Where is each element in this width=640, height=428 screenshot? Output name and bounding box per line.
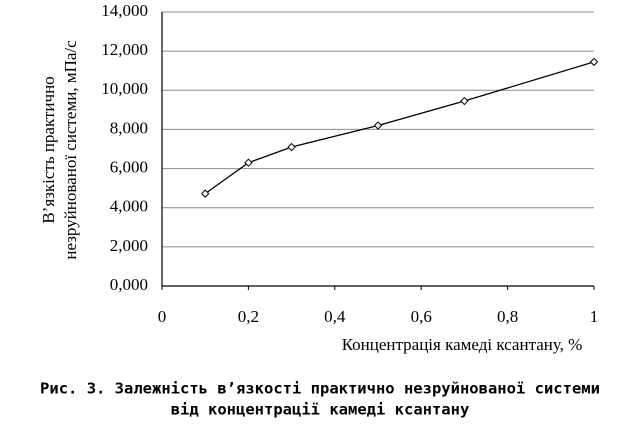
marker: [287, 142, 296, 152]
y-tick-label: 14,000: [101, 1, 148, 20]
y-tick-label: 10,000: [101, 79, 148, 98]
x-tick-label: 0,4: [324, 307, 346, 326]
x-tick-label: 0,2: [238, 307, 259, 326]
marker: [460, 96, 469, 106]
marker: [589, 57, 599, 67]
marker: [244, 158, 253, 167]
caption: Рис. 3. Залежність в’язкості практично н…: [40, 380, 600, 398]
y-tick-label: 2,000: [110, 236, 148, 255]
marker: [200, 189, 210, 198]
y-axis-label: В’язкість практично: [39, 76, 58, 223]
y-tick-label: 4,000: [110, 197, 148, 216]
y-tick-label: 6,000: [110, 157, 148, 176]
y-tick-label: 8,000: [110, 118, 148, 137]
caption: від концентрації камеді ксантану: [171, 401, 470, 419]
y-tick-label: 0,000: [110, 275, 148, 294]
line: [204, 61, 595, 195]
x-axis-label: Концентрація камеді ксантану, %: [342, 335, 583, 354]
x-tick-label: 0,8: [497, 307, 518, 326]
x-tick-label: 1: [590, 307, 599, 326]
x-tick-label: 0: [158, 307, 167, 326]
x-tick-label: 0,6: [411, 307, 432, 326]
y-axis-label: незруйнованої системи, мПа/с: [61, 40, 80, 260]
marker: [373, 121, 383, 130]
y-tick-label: 12,000: [101, 40, 148, 59]
